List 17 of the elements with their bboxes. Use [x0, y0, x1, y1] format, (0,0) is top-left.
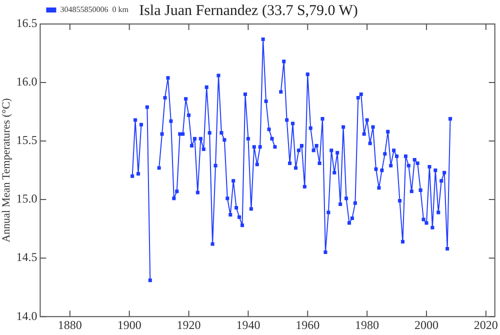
legend-label: 304855850006 0 km	[60, 5, 130, 14]
x-tick-label: 2000	[414, 318, 438, 332]
x-tick-label: 2020	[474, 318, 498, 332]
x-tick-label: 1880	[58, 318, 82, 332]
x-tick-label: 1920	[176, 318, 201, 332]
x-tick-label: 1980	[355, 318, 380, 332]
y-axis-title: Annual Mean Temperatures (°C)	[0, 98, 12, 242]
x-tick-label: 1940	[236, 318, 260, 332]
y-tick-label: 14.5	[16, 250, 38, 264]
y-tick-label: 16.0	[16, 74, 38, 89]
x-tick-label: 1900	[117, 318, 142, 332]
chart-title: Isla Juan Fernandez (33.7 S,79.0 W)	[139, 2, 358, 19]
x-tick-label: 1960	[296, 318, 320, 332]
y-tick-label: 16.5	[16, 16, 38, 30]
y-tick-label: 14.0	[16, 308, 38, 323]
y-tick-label: 15.0	[16, 192, 38, 206]
y-tick-label: 15.5	[16, 133, 38, 148]
